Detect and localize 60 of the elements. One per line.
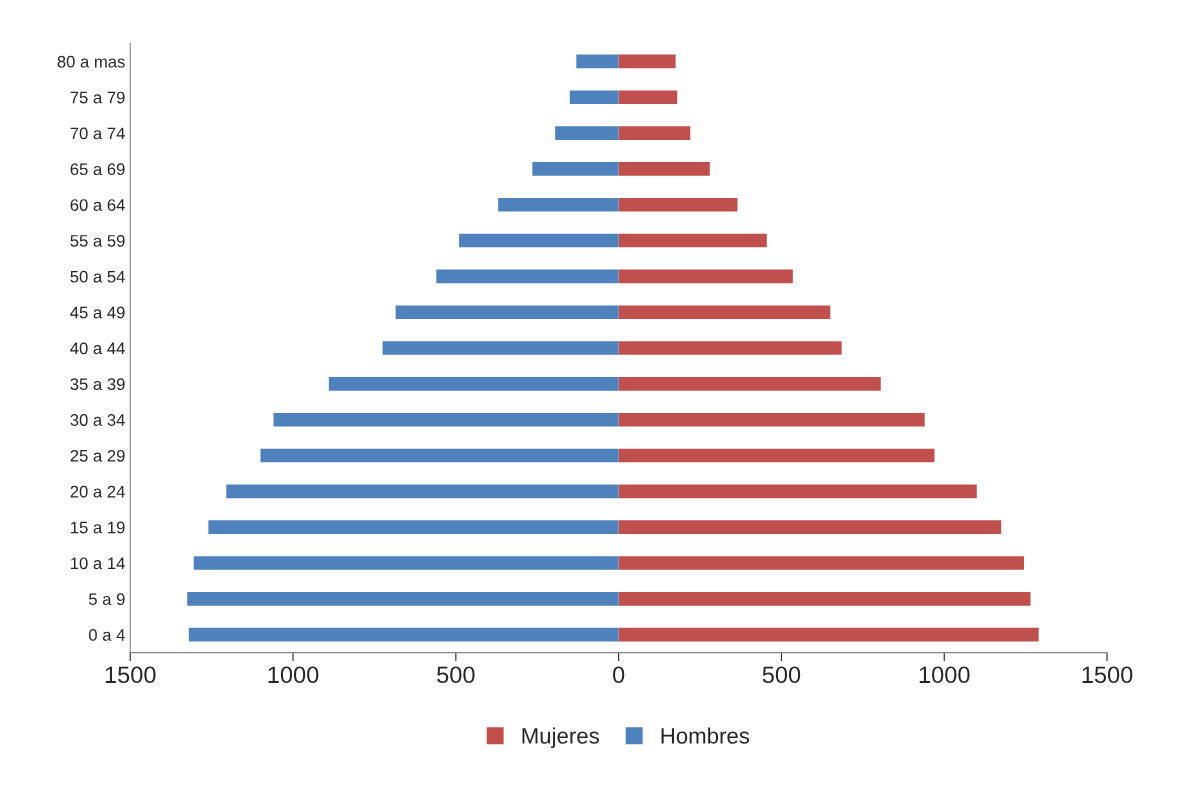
bar	[382, 341, 619, 355]
bar	[618, 592, 1031, 606]
y-tick-label: 20 a 24	[70, 485, 125, 498]
bar	[618, 305, 831, 320]
bar	[226, 484, 619, 499]
bar	[618, 377, 881, 391]
bar	[618, 162, 710, 176]
bar	[618, 520, 1002, 534]
y-tick-label: 15 a 19	[71, 521, 125, 534]
bar	[187, 592, 619, 606]
y-tick-label: 60 a 64	[70, 199, 125, 211]
y-tick-label: 75 a 79	[70, 91, 125, 104]
x-tick-label: 0	[613, 666, 625, 684]
y-tick-label: 65 a 69	[70, 163, 125, 176]
bar	[618, 197, 738, 212]
bar	[328, 377, 619, 391]
y-tick-label: 10 a 14	[71, 557, 125, 570]
bar	[459, 233, 619, 248]
bar	[193, 556, 619, 570]
x-tick-label: 1000	[268, 666, 319, 684]
bar	[618, 627, 1039, 642]
bar	[188, 627, 619, 642]
bar	[618, 233, 767, 248]
y-tick-label: 25 a 29	[70, 449, 125, 462]
y-tick-label: 30 a 34	[70, 414, 125, 426]
y-tick-label: 45 a 49	[70, 306, 125, 319]
x-tick-label: 1500	[105, 666, 156, 684]
bar	[618, 484, 977, 499]
bar	[618, 90, 678, 105]
bar	[532, 162, 619, 176]
y-tick-label: 35 a 39	[70, 378, 125, 391]
bar	[576, 54, 619, 69]
bar	[208, 520, 619, 534]
y-tick-label: 0 a 4	[88, 629, 125, 641]
legend-label: Mujeres	[522, 727, 599, 749]
y-tick-label: 50 a 54	[70, 270, 125, 283]
bar	[618, 54, 676, 69]
x-tick-label: 1500	[1082, 666, 1133, 684]
legend-label: Hombres	[661, 727, 750, 744]
x-tick-label: 500	[437, 666, 475, 684]
bar	[273, 412, 619, 427]
y-tick-label: 5 a 9	[88, 593, 125, 606]
bar	[618, 412, 925, 427]
x-tick-label: 1000	[919, 666, 970, 684]
bar	[618, 448, 935, 463]
x-tick-label: 500	[762, 666, 801, 684]
bar	[395, 305, 619, 320]
y-tick-label: 55 a 59	[70, 234, 125, 247]
bar	[436, 269, 619, 284]
bar	[618, 341, 842, 355]
y-tick-label: 80 a mas	[57, 55, 125, 68]
bar	[618, 269, 793, 284]
bar	[569, 90, 619, 105]
y-tick-label: 70 a 74	[70, 127, 125, 140]
bar	[498, 197, 619, 212]
bar	[618, 556, 1025, 570]
bar	[260, 448, 619, 463]
y-tick-label: 40 a 44	[70, 342, 125, 355]
bar	[555, 126, 619, 140]
bar	[618, 126, 691, 140]
